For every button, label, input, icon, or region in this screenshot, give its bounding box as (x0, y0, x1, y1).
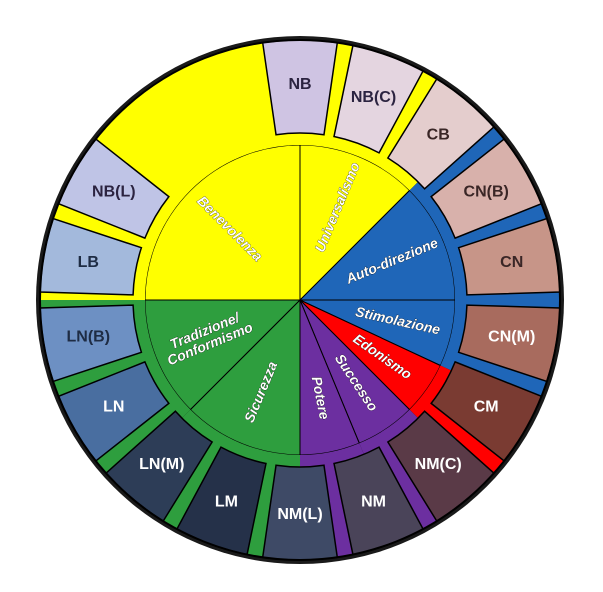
outer-label-CB: CB (427, 127, 450, 144)
outer-label-NML: NM(L) (277, 506, 322, 523)
outer-label-NMC: NM(C) (415, 456, 462, 473)
outer-label-CNB: CN(B) (464, 184, 509, 201)
outer-label-CNM: CN(M) (488, 329, 535, 346)
outer-label-LB: LB (78, 254, 99, 271)
outer-label-NB: NB (288, 76, 311, 93)
outer-label-NBC: NB(C) (351, 89, 396, 106)
outer-label-NM: NM (361, 493, 386, 510)
outer-label-LN: LN (103, 399, 124, 416)
outer-label-LNM: LN(M) (139, 456, 184, 473)
outer-label-CN: CN (500, 254, 523, 271)
outer-label-LNB: LN(B) (66, 329, 110, 346)
outer-label-NBL: NB(L) (92, 184, 136, 201)
outer-label-CM: CM (474, 399, 499, 416)
values-wheel: NB NB(C) CB CN(B) CN CN(M) CM NM(C) NM NM(L) LM LN(… (0, 0, 603, 592)
outer-label-LM: LM (215, 493, 238, 510)
